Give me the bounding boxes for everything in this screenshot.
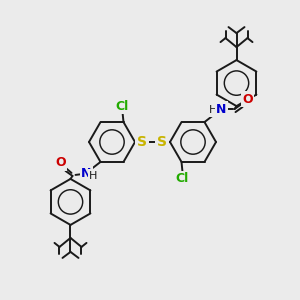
Text: H: H: [89, 171, 98, 181]
Text: N: N: [81, 167, 92, 180]
Text: S: S: [137, 135, 147, 149]
Text: O: O: [55, 156, 66, 170]
Text: O: O: [242, 93, 253, 106]
Text: N: N: [216, 103, 227, 116]
Text: H: H: [209, 105, 218, 115]
Text: Cl: Cl: [116, 100, 129, 112]
Text: S: S: [157, 135, 167, 149]
Text: Cl: Cl: [176, 172, 189, 185]
